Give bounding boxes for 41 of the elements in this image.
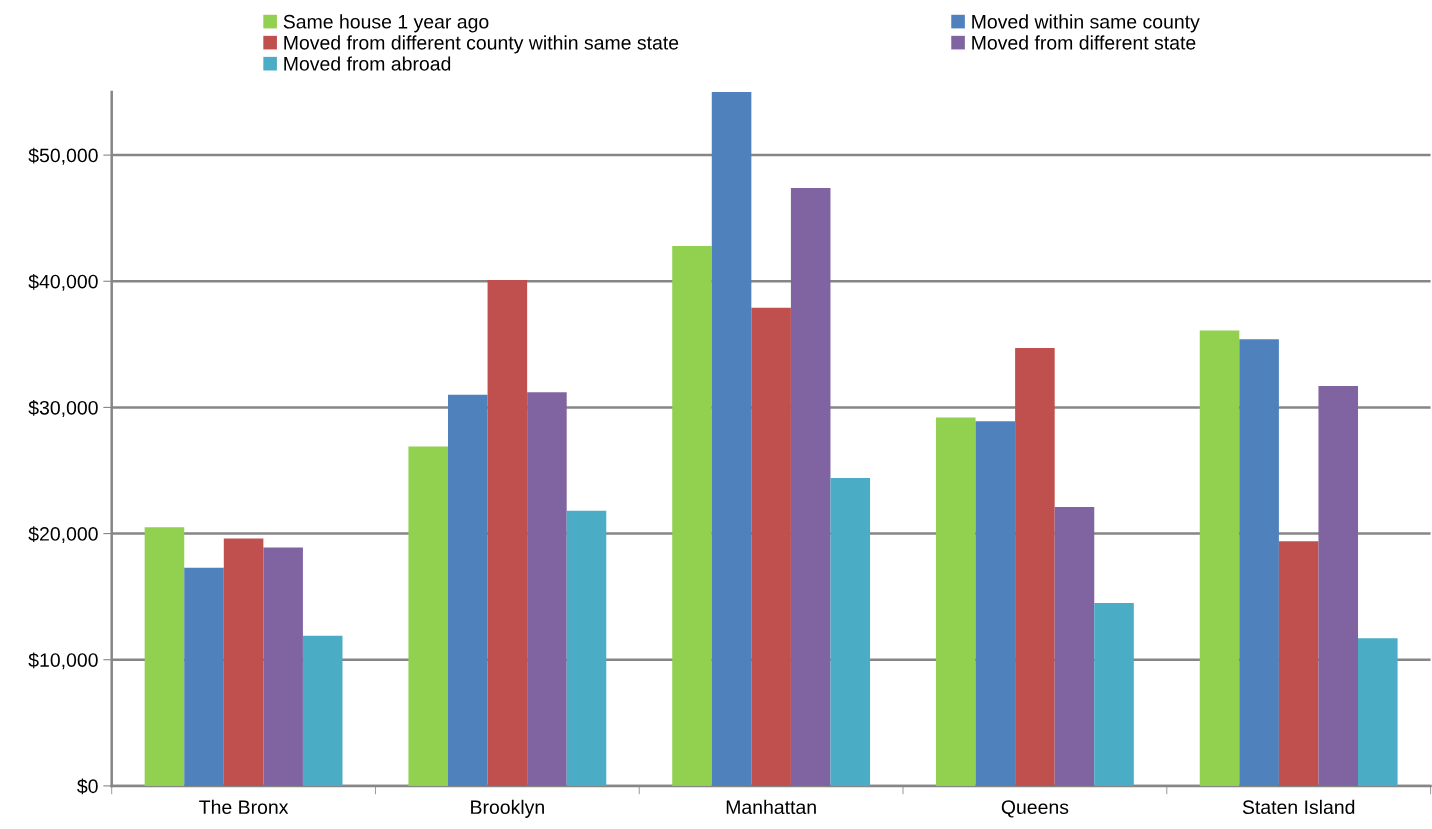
- bar: [1199, 330, 1240, 786]
- bar: [566, 510, 607, 786]
- legend-label: Moved from different county within same state: [284, 35, 679, 54]
- bar: [672, 245, 712, 786]
- y-tick-label: $10,000: [28, 652, 98, 670]
- bar: [1358, 638, 1398, 786]
- y-tick-label: $0: [77, 778, 98, 795]
- bar: [751, 307, 791, 786]
- bar: [1054, 507, 1095, 786]
- bar: [790, 187, 831, 786]
- x-tick-label: Manhattan: [726, 799, 816, 815]
- bar: [184, 567, 224, 786]
- bar: [1278, 541, 1319, 786]
- legend-label: Moved from abroad: [284, 56, 451, 71]
- bar: [1094, 602, 1134, 786]
- y-tick-label: $30,000: [28, 400, 98, 417]
- x-tick-label: Staten Island: [1242, 799, 1355, 815]
- y-tick-label: $50,000: [28, 147, 98, 165]
- y-tick-label: $40,000: [28, 273, 98, 291]
- bar: [144, 527, 185, 786]
- bar: [1318, 385, 1359, 786]
- legend-label: Moved from different state: [972, 35, 1196, 50]
- bar: [408, 446, 449, 786]
- bar: [975, 421, 1016, 786]
- x-tick-label: Queens: [1001, 800, 1069, 818]
- bar: [830, 478, 871, 786]
- x-tick-label: The Bronx: [199, 799, 289, 815]
- legend-label: Same house 1 year ago: [283, 14, 489, 33]
- bar: [527, 392, 567, 786]
- bar: [935, 417, 976, 786]
- x-tick-label: Brooklyn: [471, 799, 544, 818]
- legend-label: Moved within same county: [972, 14, 1200, 33]
- bar: [223, 538, 264, 786]
- bar: [302, 635, 343, 786]
- bar: [487, 280, 528, 786]
- bar: [1015, 348, 1055, 786]
- bar: [448, 394, 488, 786]
- y-tick-label: $20,000: [28, 526, 98, 544]
- bar: [263, 547, 303, 786]
- bar: [711, 92, 752, 786]
- bar: [1239, 339, 1279, 786]
